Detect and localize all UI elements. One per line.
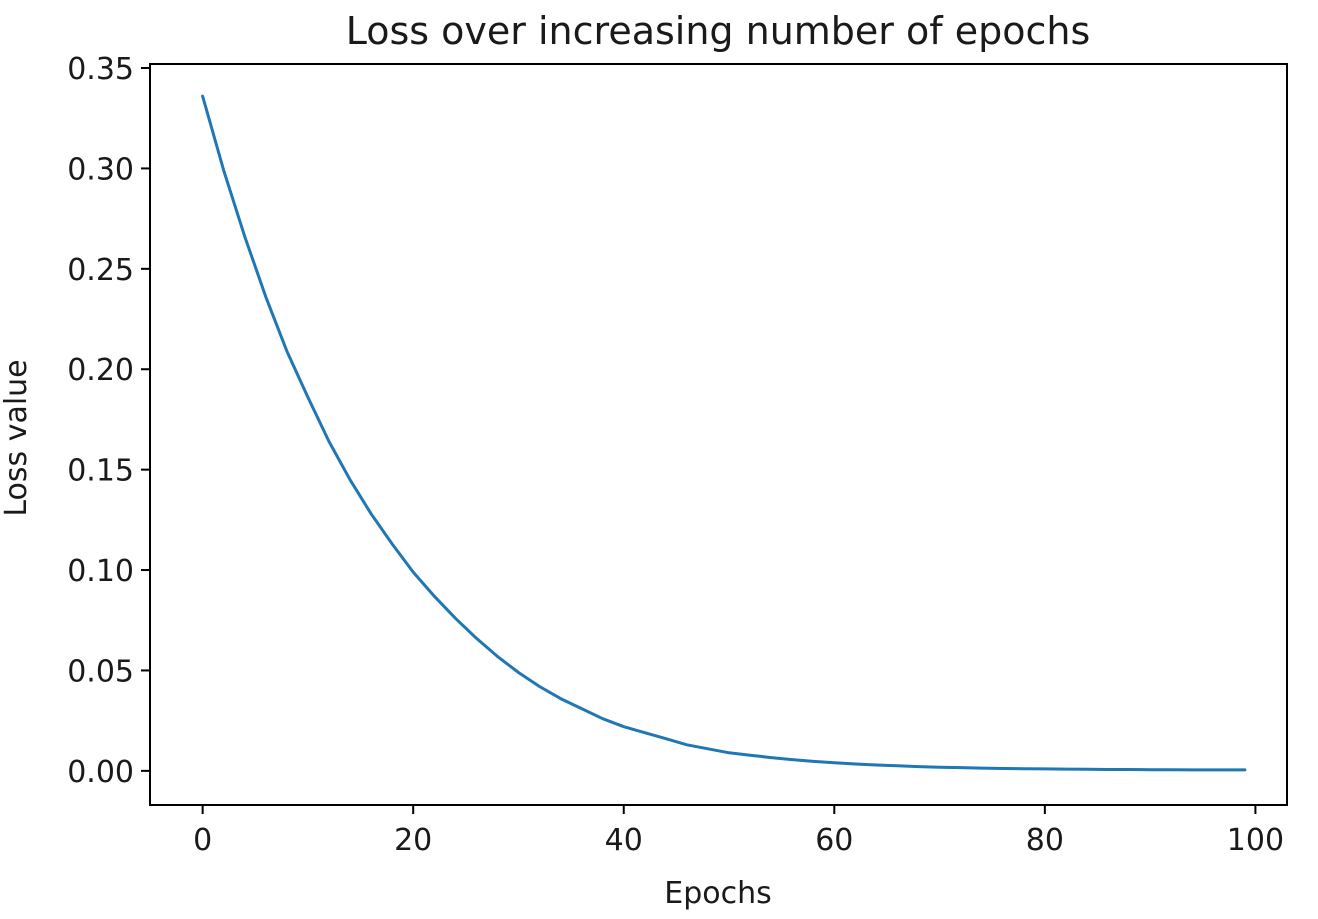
- y-tick-label: 0.15: [67, 454, 134, 489]
- y-tick-label: 0.35: [67, 52, 134, 87]
- x-tick-label: 100: [1227, 823, 1284, 858]
- y-axis: 0.00 0.05 0.10 0.15 0.20 0.25 0.30 0.35: [67, 52, 150, 790]
- x-tick-label: 80: [1026, 823, 1064, 858]
- loss-line: [201, 94, 1247, 772]
- y-tick-label: 0.30: [67, 152, 134, 187]
- x-axis: 0 20 40 60 80 100: [193, 805, 1284, 858]
- chart-title: Loss over increasing number of epochs: [346, 9, 1091, 53]
- x-tick-label: 0: [193, 823, 212, 858]
- x-tick-label: 60: [815, 823, 853, 858]
- x-tick-label: 20: [394, 823, 432, 858]
- y-tick-label: 0.20: [67, 353, 134, 388]
- y-tick-label: 0.00: [67, 755, 134, 790]
- series-layer: [201, 94, 1247, 772]
- y-axis-label: Loss value: [0, 359, 34, 516]
- plot-area: [149, 63, 1288, 806]
- x-tick-label: 40: [605, 823, 643, 858]
- x-axis-label: Epochs: [664, 876, 772, 911]
- y-tick-label: 0.10: [67, 554, 134, 589]
- y-tick-label: 0.25: [67, 253, 134, 288]
- y-tick-label: 0.05: [67, 654, 134, 689]
